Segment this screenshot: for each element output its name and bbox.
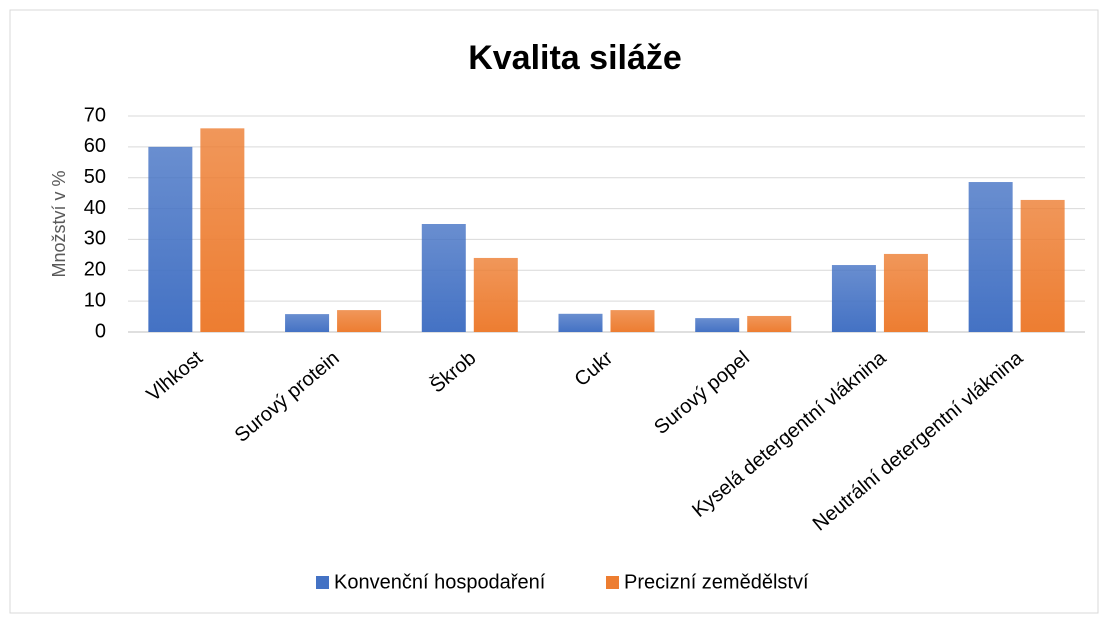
- y-tick-label: 50: [84, 166, 106, 188]
- y-tick-label: 40: [84, 197, 106, 219]
- bar: [968, 182, 1013, 332]
- y-tick-label: 20: [84, 259, 106, 281]
- legend-swatch: [316, 576, 329, 589]
- y-tick-label: 70: [84, 104, 106, 126]
- bar: [337, 310, 382, 332]
- y-tick-label: 0: [95, 320, 106, 342]
- bar: [421, 224, 466, 332]
- bar: [610, 310, 655, 332]
- bar: [473, 257, 518, 332]
- bar: [148, 146, 193, 332]
- legend-label: Konvenční hospodaření: [334, 571, 546, 593]
- y-tick-label: 30: [84, 228, 106, 250]
- bar: [558, 313, 603, 332]
- chart-title: Kvalita siláže: [468, 39, 682, 77]
- y-tick-label: 60: [84, 135, 106, 157]
- y-axis-label: Množství v %: [49, 170, 69, 277]
- legend-label: Precizní zemědělství: [624, 571, 809, 593]
- bar: [1020, 199, 1065, 332]
- bar: [285, 314, 330, 332]
- bar: [695, 318, 740, 332]
- bar: [883, 253, 928, 332]
- bar: [831, 265, 876, 332]
- legend-swatch: [606, 576, 619, 589]
- y-tick-label: 10: [84, 289, 106, 311]
- bar: [747, 315, 792, 332]
- bar: [200, 128, 245, 332]
